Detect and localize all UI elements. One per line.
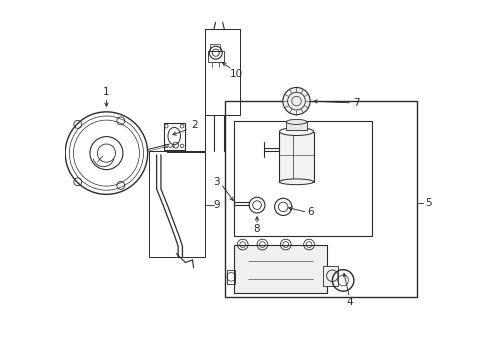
Text: 2: 2: [191, 121, 197, 130]
Text: 4: 4: [346, 297, 352, 307]
Bar: [163, 123, 184, 149]
Text: 10: 10: [229, 69, 242, 79]
Bar: [227, 270, 235, 284]
Ellipse shape: [279, 128, 313, 135]
Text: 5: 5: [424, 198, 431, 208]
Text: 9: 9: [213, 200, 220, 210]
Bar: [233, 121, 371, 235]
Bar: [207, 51, 223, 62]
Text: 3: 3: [213, 177, 220, 187]
Circle shape: [282, 87, 309, 115]
Text: 6: 6: [307, 207, 313, 217]
Bar: [285, 122, 306, 130]
Text: 8: 8: [253, 225, 260, 234]
Bar: [233, 244, 326, 293]
Bar: [204, 30, 240, 116]
Bar: [224, 101, 416, 297]
Bar: [210, 44, 220, 51]
Ellipse shape: [279, 179, 313, 185]
Bar: [279, 132, 313, 182]
Text: 1: 1: [103, 87, 109, 97]
Text: 7: 7: [352, 98, 359, 108]
Ellipse shape: [285, 120, 306, 125]
Bar: [149, 151, 204, 257]
Bar: [323, 266, 337, 286]
